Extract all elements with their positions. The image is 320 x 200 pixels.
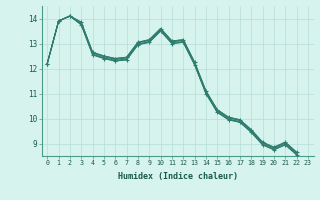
X-axis label: Humidex (Indice chaleur): Humidex (Indice chaleur) bbox=[118, 172, 237, 181]
